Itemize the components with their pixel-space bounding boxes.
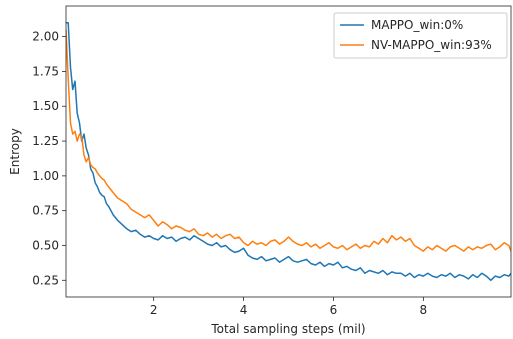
series-layer [66,21,511,282]
x-axis: 2 4 6 8 [150,297,427,317]
series-line-mappo [66,21,511,282]
x-axis-label: Total sampling steps (mil) [210,322,365,336]
series-line-nv-mappo [66,29,511,252]
y-tick-label: 2.00 [32,30,59,44]
y-tick-label: 1.00 [32,169,59,183]
legend: MAPPO_win:0% NV-MAPPO_win:93% [333,12,508,59]
x-tick-label: 2 [150,303,158,317]
y-tick-label: 0.25 [32,273,59,287]
x-tick-label: 4 [240,303,248,317]
y-tick-label: 0.50 [32,238,59,252]
legend-label-mappo: MAPPO_win:0% [371,18,463,32]
plot-frame [65,5,512,298]
y-tick-label: 1.25 [32,134,59,148]
y-tick-label: 1.75 [32,64,59,78]
y-tick-label: 0.75 [32,204,59,218]
legend-box [333,12,508,59]
y-axis-label: Entropy [8,128,22,175]
legend-label-nv-mappo: NV-MAPPO_win:93% [371,38,492,52]
y-tick-label: 1.50 [32,99,59,113]
x-tick-label: 8 [420,303,428,317]
y-axis: 0.25 0.50 0.75 1.00 1.25 1.50 1.75 2.00 [32,30,66,287]
x-tick-label: 6 [330,303,338,317]
